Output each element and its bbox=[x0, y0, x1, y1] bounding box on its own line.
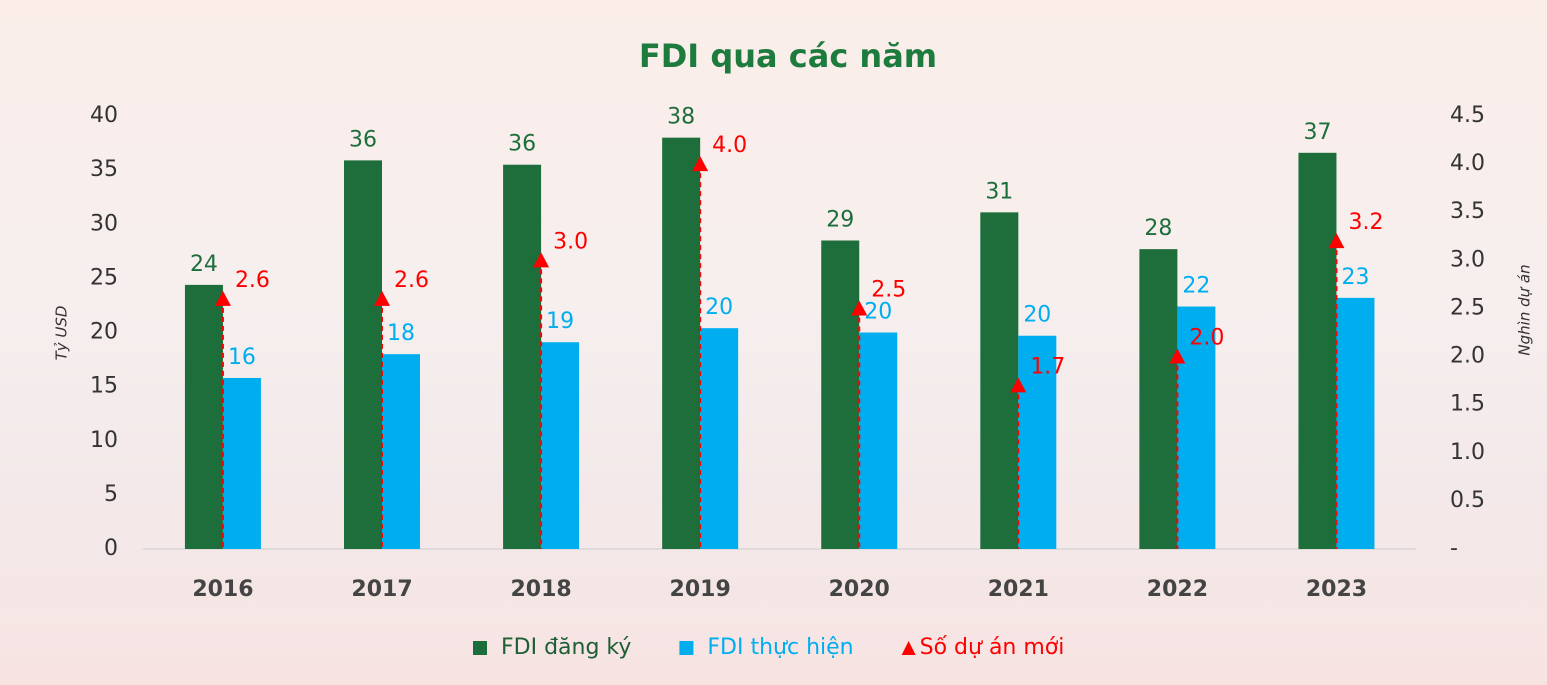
data-label: 23 bbox=[1341, 265, 1369, 290]
legend-label: FDI đăng ký bbox=[501, 635, 631, 660]
bar bbox=[344, 160, 383, 549]
y-tick-label: 15 bbox=[90, 374, 118, 399]
data-label: 2.0 bbox=[1189, 326, 1224, 351]
x-tick-label: 2018 bbox=[510, 577, 571, 602]
y-tick-label: 35 bbox=[90, 157, 118, 182]
x-tick-label: 2016 bbox=[192, 577, 253, 602]
legend-label: FDI thực hiện bbox=[707, 635, 853, 660]
x-tick-label: 2020 bbox=[829, 577, 890, 602]
x-tick-label: 2023 bbox=[1306, 577, 1367, 602]
data-label: 36 bbox=[349, 127, 377, 152]
y-tick-label: 30 bbox=[90, 211, 118, 236]
data-label: 20 bbox=[864, 300, 892, 325]
marker bbox=[851, 300, 868, 316]
x-tick-label: 2022 bbox=[1147, 577, 1208, 602]
data-label: 38 bbox=[667, 105, 695, 130]
data-label: 37 bbox=[1303, 120, 1331, 145]
bar bbox=[1298, 152, 1337, 549]
data-label: 16 bbox=[228, 345, 256, 370]
data-label: 3.0 bbox=[553, 229, 588, 254]
y-axis-label: Tỷ USD bbox=[53, 306, 71, 361]
y-tick-label: 10 bbox=[90, 428, 118, 453]
data-label: 36 bbox=[508, 132, 536, 157]
marker bbox=[692, 156, 709, 172]
bar bbox=[859, 332, 898, 549]
y2-tick-label: 3.5 bbox=[1450, 199, 1485, 224]
bar bbox=[1177, 306, 1216, 549]
y-tick-label: 5 bbox=[104, 482, 118, 507]
bar bbox=[503, 164, 542, 549]
y-tick-label: 40 bbox=[90, 103, 118, 128]
data-label: 20 bbox=[1023, 303, 1051, 328]
y2-tick-label: 4.5 bbox=[1450, 103, 1485, 128]
y2-tick-label: - bbox=[1450, 536, 1458, 561]
bar bbox=[1018, 335, 1057, 549]
data-label: 22 bbox=[1182, 274, 1210, 299]
data-label: 29 bbox=[826, 207, 854, 232]
x-tick-label: 2019 bbox=[670, 577, 731, 602]
bar bbox=[821, 240, 860, 550]
x-tick-label: 2017 bbox=[351, 577, 412, 602]
bar bbox=[662, 137, 701, 549]
y2-tick-label: 4.0 bbox=[1450, 151, 1485, 176]
bar bbox=[980, 212, 1019, 549]
data-label: 2.6 bbox=[394, 268, 429, 293]
data-label: 2.5 bbox=[871, 277, 906, 302]
bar bbox=[1336, 297, 1375, 549]
x-tick-label: 2021 bbox=[988, 577, 1049, 602]
marker bbox=[1010, 377, 1027, 393]
data-label: 4.0 bbox=[712, 133, 747, 158]
marker bbox=[1328, 233, 1345, 249]
data-label: 18 bbox=[387, 321, 415, 346]
bar bbox=[382, 354, 421, 549]
y2-tick-label: 2.5 bbox=[1450, 295, 1485, 320]
y-tick-label: 0 bbox=[104, 536, 118, 561]
data-label: 20 bbox=[705, 295, 733, 320]
bar bbox=[1139, 249, 1178, 549]
bar bbox=[541, 342, 580, 549]
legend-marker bbox=[473, 641, 487, 655]
y2-tick-label: 2.0 bbox=[1450, 344, 1485, 369]
marker bbox=[533, 252, 550, 268]
legend-marker bbox=[679, 641, 694, 655]
y2-tick-label: 1.0 bbox=[1450, 440, 1485, 465]
legend-label: Số dự án mới bbox=[920, 635, 1065, 660]
marker bbox=[214, 290, 231, 306]
data-label: 19 bbox=[546, 309, 574, 334]
marker bbox=[1169, 348, 1186, 364]
y2-axis-label: Nghìn dự án bbox=[1516, 264, 1534, 355]
data-label: 1.7 bbox=[1030, 354, 1065, 379]
data-label: 2.6 bbox=[235, 268, 270, 293]
marker bbox=[374, 290, 391, 306]
bar bbox=[700, 328, 739, 549]
y2-tick-label: 3.0 bbox=[1450, 247, 1485, 272]
data-label: 31 bbox=[985, 179, 1013, 204]
y-tick-label: 20 bbox=[90, 320, 118, 345]
legend-marker bbox=[901, 641, 916, 655]
data-label: 3.2 bbox=[1348, 210, 1383, 235]
bar bbox=[222, 377, 261, 549]
y2-tick-label: 0.5 bbox=[1450, 488, 1485, 513]
data-label: 28 bbox=[1144, 216, 1172, 241]
y2-tick-label: 1.5 bbox=[1450, 392, 1485, 417]
bar bbox=[184, 284, 223, 549]
data-label: 24 bbox=[190, 252, 218, 277]
y-tick-label: 25 bbox=[90, 265, 118, 290]
chart-title: FDI qua các năm bbox=[639, 37, 937, 75]
